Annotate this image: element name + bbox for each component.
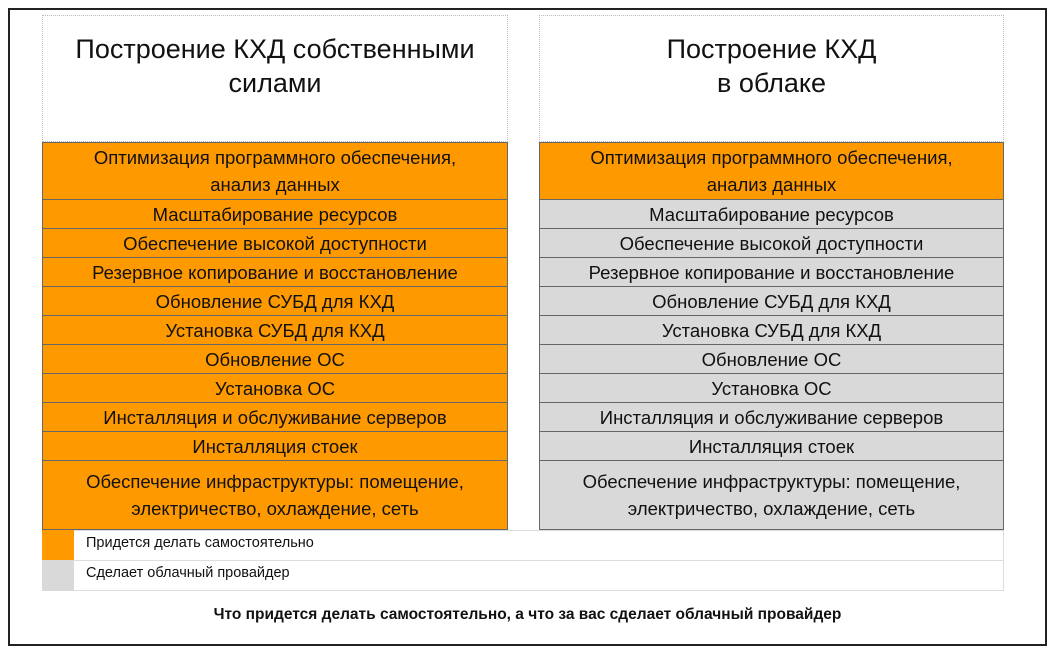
legend-label: Придется делать самостоятельно: [86, 535, 314, 551]
right-cell: Оптимизация программного обеспечения, ан…: [539, 142, 1004, 200]
left-header: Построение КХД собственными силами: [42, 15, 508, 142]
right-cell: Обновление СУБД для КХД: [539, 286, 1004, 316]
left-cell: Установка СУБД для КХД: [42, 315, 508, 345]
left-cell: Инсталляция и обслуживание серверов: [42, 402, 508, 432]
right-cell: Инсталляция и обслуживание серверов: [539, 402, 1004, 432]
right-cell: Обеспечение инфраструктуры: помещение, э…: [539, 460, 1004, 530]
left-cell: Обновление ОС: [42, 344, 508, 374]
right-cell: Обновление ОС: [539, 344, 1004, 374]
frame: [8, 8, 1047, 646]
right-cell: Установка СУБД для КХД: [539, 315, 1004, 345]
right-cell: Масштабирование ресурсов: [539, 199, 1004, 229]
left-cell: Обеспечение высокой доступности: [42, 228, 508, 258]
legend-swatch: [42, 560, 74, 591]
left-cell: Установка ОС: [42, 373, 508, 403]
caption: Что придется делать самостоятельно, а чт…: [213, 606, 842, 623]
left-cell: Масштабирование ресурсов: [42, 199, 508, 229]
left-cell: Обеспечение инфраструктуры: помещение, э…: [42, 460, 508, 530]
right-cell: Обеспечение высокой доступности: [539, 228, 1004, 258]
left-cell: Обновление СУБД для КХД: [42, 286, 508, 316]
right-cell: Установка ОС: [539, 373, 1004, 403]
left-cell: Резервное копирование и восстановление: [42, 257, 508, 287]
right-cell: Инсталляция стоек: [539, 431, 1004, 461]
left-cell: Оптимизация программного обеспечения, ан…: [42, 142, 508, 200]
legend-swatch: [42, 530, 74, 561]
legend-label: Сделает облачный провайдер: [86, 565, 290, 581]
right-cell: Резервное копирование и восстановление: [539, 257, 1004, 287]
left-cell: Инсталляция стоек: [42, 431, 508, 461]
right-header: Построение КХД в облаке: [539, 15, 1004, 142]
